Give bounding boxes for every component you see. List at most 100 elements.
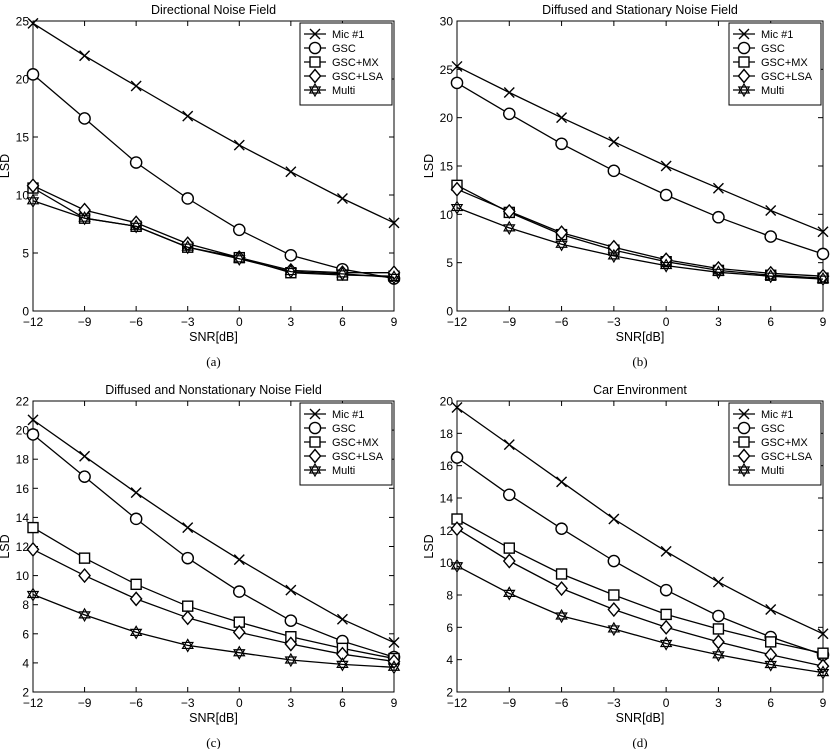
series-mic-1	[451, 60, 829, 238]
data-point-x	[556, 476, 568, 488]
data-point-circle	[129, 512, 143, 526]
legend-marker-circle	[737, 421, 751, 435]
legend-marker-circle	[737, 41, 751, 55]
data-point-star	[503, 586, 516, 601]
data-point-star	[450, 558, 464, 574]
data-point-diamond	[502, 553, 516, 569]
data-point-circle	[181, 192, 195, 205]
data-point-circle	[764, 230, 778, 243]
legend-label: GSC+MX	[761, 437, 808, 449]
data-point-diamond	[26, 178, 40, 194]
series-line	[32, 548, 395, 663]
data-point-star	[816, 271, 830, 287]
data-point-circle	[129, 156, 143, 169]
data-point-x	[233, 554, 245, 566]
data-point-star	[659, 636, 673, 651]
data-point-star	[607, 248, 621, 264]
data-point-diamond	[450, 181, 464, 197]
x-tick-label: 9	[820, 696, 827, 710]
series-multi	[450, 558, 830, 680]
x-axis-label: SNR[dB]	[189, 330, 238, 344]
legend-label: GSC+LSA	[332, 451, 384, 463]
figure-caption: (a)	[206, 354, 220, 369]
legend-marker-diamond	[308, 68, 322, 84]
x-tick-label: 9	[391, 315, 398, 329]
legend-label: Mic #1	[332, 409, 364, 421]
series-line	[456, 518, 824, 654]
data-point-x	[182, 522, 194, 534]
x-tick-label: 3	[715, 315, 722, 329]
data-point-star	[181, 239, 194, 255]
data-point-x	[388, 217, 400, 229]
y-tick-label: 6	[446, 621, 453, 635]
series-line	[456, 82, 824, 255]
legend-label: GSC+MX	[761, 57, 808, 69]
data-point-x	[817, 628, 829, 640]
figure-caption: (d)	[632, 735, 647, 749]
legend-label: Mic #1	[761, 29, 793, 41]
x-tick-label: 9	[820, 315, 827, 329]
x-tick-label: −12	[23, 696, 44, 710]
data-point-circle	[450, 76, 464, 90]
data-point-circle	[78, 112, 91, 125]
data-point-circle	[607, 164, 621, 178]
data-point-x	[765, 604, 777, 616]
series-line	[456, 206, 824, 280]
data-point-star	[336, 266, 349, 282]
series-multi	[450, 200, 830, 287]
legend-label: Mic #1	[332, 29, 364, 41]
legend-label: Mic #1	[761, 409, 793, 421]
series-line	[32, 73, 395, 280]
y-tick-label: 0	[22, 305, 29, 319]
legend-marker-square	[309, 56, 321, 68]
y-axis-label: LSD	[422, 154, 436, 178]
data-point-circle	[502, 488, 516, 502]
legend-label: GSC+LSA	[332, 71, 384, 83]
figure-caption: (b)	[632, 354, 647, 369]
data-point-x	[608, 513, 620, 525]
data-point-star	[764, 268, 777, 284]
data-point-diamond	[607, 601, 621, 618]
y-tick-label: 0	[446, 305, 453, 319]
y-tick-label: 14	[440, 492, 454, 506]
data-point-square	[130, 578, 142, 591]
x-tick-label: −3	[607, 696, 621, 710]
series-line	[456, 65, 824, 233]
x-tick-label: −12	[23, 315, 44, 329]
legend-marker-x	[738, 28, 750, 40]
legend-marker-square	[738, 436, 750, 448]
series-line	[456, 406, 824, 635]
legend: Mic #1 GSC GSC+MX GSC+LSA Multi	[299, 402, 393, 486]
data-point-diamond	[284, 636, 298, 652]
data-point-star	[387, 270, 401, 285]
legend-marker-diamond	[737, 448, 751, 464]
legend-label: Multi	[332, 465, 355, 477]
x-tick-label: 9	[391, 696, 398, 710]
data-point-diamond	[26, 541, 40, 557]
data-point-star	[284, 652, 298, 668]
data-point-circle	[659, 188, 673, 202]
series-mic-1	[451, 401, 829, 640]
data-point-star	[503, 220, 516, 236]
y-tick-label: 4	[22, 656, 29, 670]
chart-panel-4: Car Environment −12 −9 −6 −3 0 3 6 9 2 4 6 8 10 12 14 16…	[422, 383, 830, 749]
data-point-x	[608, 136, 620, 148]
x-axis-label: SNR[dB]	[189, 711, 238, 725]
data-point-circle	[555, 522, 568, 536]
data-point-circle	[712, 609, 725, 623]
data-point-star	[78, 210, 91, 226]
y-tick-label: 20	[16, 73, 30, 87]
data-point-diamond	[555, 580, 568, 597]
series-line	[456, 188, 824, 277]
x-axis-label: SNR[dB]	[616, 711, 665, 725]
y-tick-label: 5	[446, 256, 453, 270]
data-point-square	[555, 568, 568, 580]
chart-panel-3: Diffused and Nonstationary Noise Field −1…	[0, 383, 401, 749]
series-line	[32, 185, 394, 274]
series-line	[456, 457, 824, 656]
data-point-square	[27, 521, 39, 534]
data-point-x	[556, 112, 568, 124]
data-point-star	[659, 258, 673, 273]
legend-marker-square	[738, 56, 750, 68]
legend-marker-circle	[308, 41, 322, 55]
